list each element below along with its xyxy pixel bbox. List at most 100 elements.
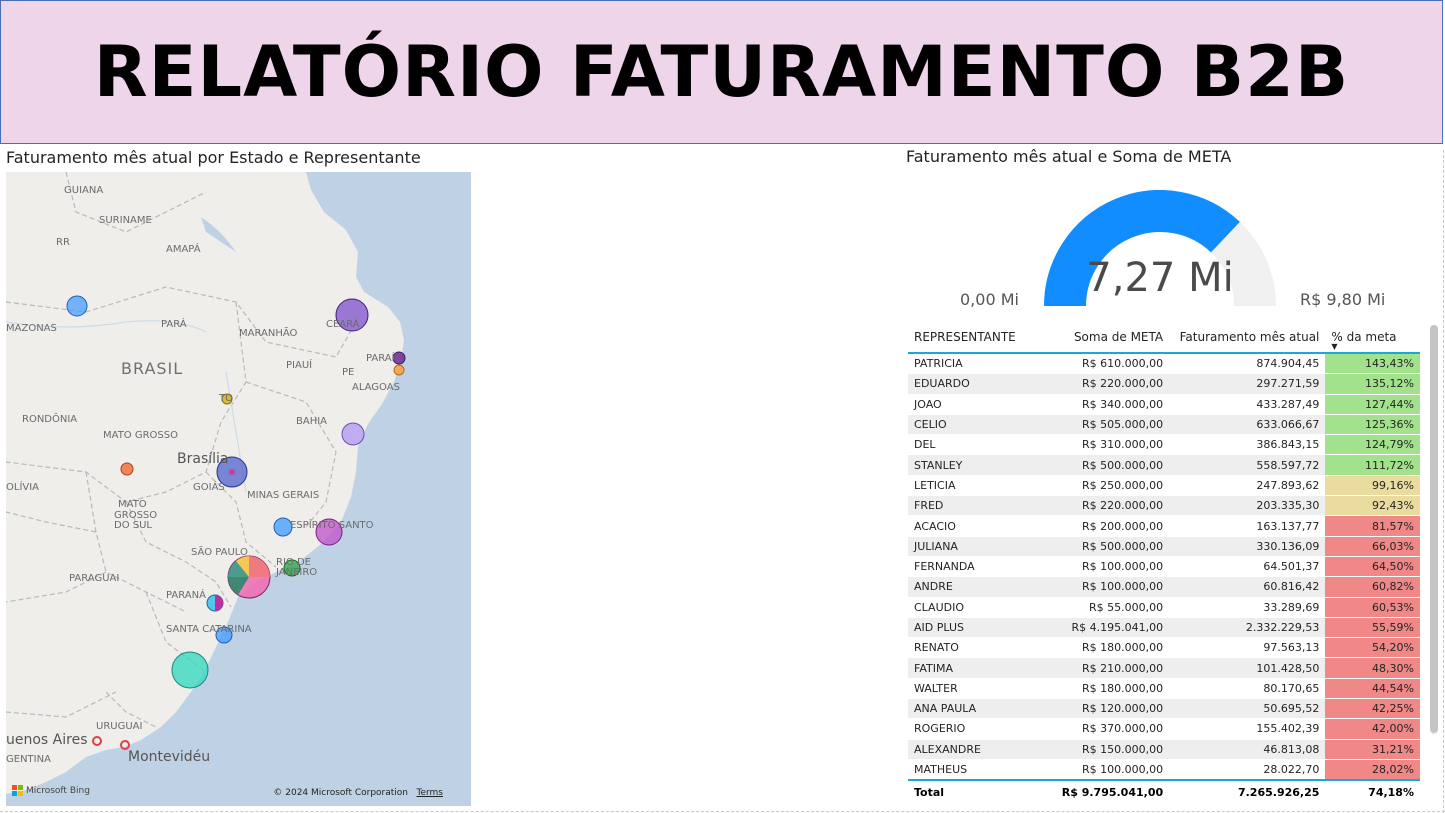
cell-pct-meta: 48,30% xyxy=(1325,657,1420,679)
cell-pct-meta: 99,16% xyxy=(1325,475,1420,497)
cell-faturamento: 163.137,77 xyxy=(1169,515,1326,537)
cell-faturamento: 33.289,69 xyxy=(1169,597,1326,618)
table-scrollbar-thumb[interactable] xyxy=(1430,325,1438,733)
bubble-mato-grosso[interactable] xyxy=(120,462,134,476)
bubble-rio-grande-sul[interactable] xyxy=(171,651,209,689)
cell-meta: R$ 180.000,00 xyxy=(1043,678,1170,700)
cell-representante: MATHEUS xyxy=(908,759,1044,781)
table-row[interactable]: ANDRE R$ 100.000,00 60.816,42 60,82% xyxy=(908,576,1420,598)
table-row[interactable]: ANA PAULA R$ 120.000,00 50.695,52 42,25% xyxy=(908,698,1420,720)
table-row[interactable]: JOAO R$ 340.000,00 433.287,49 127,44% xyxy=(908,394,1420,415)
table-row[interactable]: EDUARDO R$ 220.000,00 297.271,59 135,12% xyxy=(908,373,1420,395)
table-row[interactable]: CLAUDIO R$ 55.000,00 33.289,69 60,53% xyxy=(908,597,1420,618)
col-header-representante[interactable]: REPRESENTANTE xyxy=(908,322,1044,354)
table-row[interactable]: ALEXANDRE R$ 150.000,00 46.813,08 31,21% xyxy=(908,739,1420,760)
cell-faturamento: 50.695,52 xyxy=(1169,698,1326,720)
cell-representante: EDUARDO xyxy=(908,373,1044,395)
cell-meta: R$ 310.000,00 xyxy=(1043,434,1170,456)
cell-faturamento: 203.335,30 xyxy=(1169,495,1326,517)
table-row[interactable]: ROGERIO R$ 370.000,00 155.402,39 42,00% xyxy=(908,718,1420,740)
bubble-rio[interactable] xyxy=(283,559,301,577)
gauge-chart[interactable] xyxy=(1020,190,1300,310)
cell-meta: R$ 100.000,00 xyxy=(1043,759,1170,781)
label-guiana: GUIANA xyxy=(64,185,104,196)
label-paraiba: PARAÍ xyxy=(366,353,395,364)
bubble-parana-slice[interactable] xyxy=(215,595,223,611)
cell-meta: R$ 55.000,00 xyxy=(1043,597,1170,618)
col-header-faturamento[interactable]: Faturamento mês atual xyxy=(1169,322,1326,354)
table-row[interactable]: MATHEUS R$ 100.000,00 28.022,70 28,02% xyxy=(908,759,1420,781)
label-ms1: MATO xyxy=(118,499,147,510)
cell-representante: ALEXANDRE xyxy=(908,739,1044,760)
table-row[interactable]: STANLEY R$ 500.000,00 558.597,72 111,72% xyxy=(908,454,1420,476)
table-row[interactable]: FATIMA R$ 210.000,00 101.428,50 48,30% xyxy=(908,657,1420,679)
table-row[interactable]: DEL R$ 310.000,00 386.843,15 124,79% xyxy=(908,434,1420,456)
representative-table[interactable]: REPRESENTANTE Soma de META Faturamento m… xyxy=(908,322,1420,810)
table-row[interactable]: LETICIA R$ 250.000,00 247.893,62 99,16% xyxy=(908,475,1420,497)
label-ceara: CEARÁ xyxy=(326,319,360,330)
label-pe: PE xyxy=(342,367,355,378)
table-row[interactable]: PATRICIA R$ 610.000,00 874.904,45 143,43% xyxy=(908,353,1420,375)
cell-representante: CELIO xyxy=(908,414,1044,436)
cell-pct-meta: 42,25% xyxy=(1325,698,1420,720)
map-copyright: © 2024 Microsoft Corporation xyxy=(273,788,408,798)
cell-pct-meta: 135,12% xyxy=(1325,373,1420,395)
label-rondonia: RONDÔNIA xyxy=(22,414,78,425)
cell-meta: R$ 220.000,00 xyxy=(1043,373,1170,395)
cell-faturamento: 2.332.229,53 xyxy=(1169,617,1326,639)
cell-faturamento: 558.597,72 xyxy=(1169,454,1326,476)
bubble-espirito-santo[interactable] xyxy=(315,518,343,546)
report-title-banner: RELATÓRIO FATURAMENTO B2B xyxy=(0,0,1443,144)
col-header-meta[interactable]: Soma de META xyxy=(1043,322,1170,354)
bubble-sao-paulo-pie[interactable] xyxy=(227,555,271,599)
label-para: PARÁ xyxy=(161,319,187,330)
bubble-df[interactable] xyxy=(229,469,235,475)
table-row[interactable]: JULIANA R$ 500.000,00 330.136,09 66,03% xyxy=(908,536,1420,557)
cell-pct-meta: 42,00% xyxy=(1325,718,1420,740)
cell-meta: R$ 500.000,00 xyxy=(1043,536,1170,557)
bubble-santa-catarina[interactable] xyxy=(215,626,233,644)
cell-representante: LETICIA xyxy=(908,475,1044,497)
cell-meta: R$ 100.000,00 xyxy=(1043,576,1170,598)
table-total-row: Total R$ 9.795.041,00 7.265.926,25 74,18… xyxy=(908,779,1420,804)
bubble-rr[interactable] xyxy=(66,295,88,317)
bubble-minas[interactable] xyxy=(273,517,293,537)
map-visual[interactable]: GUIANA SURINAME RR AMAPÁ MAZONAS PARÁ MA… xyxy=(6,172,471,806)
cell-representante: PATRICIA xyxy=(908,353,1044,375)
cell-pct-meta: 125,36% xyxy=(1325,414,1420,436)
cell-faturamento: 874.904,45 xyxy=(1169,353,1326,375)
table-row[interactable]: ACACIO R$ 200.000,00 163.137,77 81,57% xyxy=(908,515,1420,537)
cell-faturamento: 330.136,09 xyxy=(1169,536,1326,557)
cell-meta: R$ 505.000,00 xyxy=(1043,414,1170,436)
bubble-ceara[interactable] xyxy=(335,298,369,332)
label-brasilia: Brasília xyxy=(177,451,229,467)
map-terms-link[interactable]: Terms xyxy=(416,788,443,798)
table-row[interactable]: RENATO R$ 180.000,00 97.563,13 54,20% xyxy=(908,637,1420,659)
gauge-fill[interactable] xyxy=(1044,190,1240,307)
bubble-pernambuco[interactable] xyxy=(393,364,405,376)
cell-pct-meta: 111,72% xyxy=(1325,454,1420,476)
table-row[interactable]: CELIO R$ 505.000,00 633.066,67 125,36% xyxy=(908,414,1420,436)
map-bubbles[interactable] xyxy=(66,295,406,750)
gauge-visual-title: Faturamento mês atual e Soma de META xyxy=(906,147,1232,166)
table-row[interactable]: AID PLUS R$ 4.195.041,00 2.332.229,53 55,59… xyxy=(908,617,1420,639)
header-divider xyxy=(0,143,900,144)
bubble-tocantins[interactable] xyxy=(221,393,233,405)
cell-meta: R$ 120.000,00 xyxy=(1043,698,1170,720)
label-maranhao: MARANHÃO xyxy=(239,328,298,339)
col-header-pct-meta[interactable]: % da meta ▼ xyxy=(1325,322,1420,354)
label-rr: RR xyxy=(56,237,70,248)
map-canvas[interactable] xyxy=(6,172,471,806)
label-bolivia: OLÍVIA xyxy=(6,482,40,493)
table-row[interactable]: FERNANDA R$ 100.000,00 64.501,37 64,50% xyxy=(908,556,1420,578)
cell-faturamento: 28.022,70 xyxy=(1169,759,1326,781)
bing-label: Microsoft Bing xyxy=(26,785,90,796)
bubble-bahia[interactable] xyxy=(341,422,365,446)
cell-representante: FERNANDA xyxy=(908,556,1044,578)
bubble-paraiba[interactable] xyxy=(392,351,406,365)
cell-representante: AID PLUS xyxy=(908,617,1044,639)
cell-meta: R$ 4.195.041,00 xyxy=(1043,617,1170,639)
table-row[interactable]: WALTER R$ 180.000,00 80.170,65 44,54% xyxy=(908,678,1420,700)
table-row[interactable]: FRED R$ 220.000,00 203.335,30 92,43% xyxy=(908,495,1420,517)
cell-meta: R$ 500.000,00 xyxy=(1043,454,1170,476)
